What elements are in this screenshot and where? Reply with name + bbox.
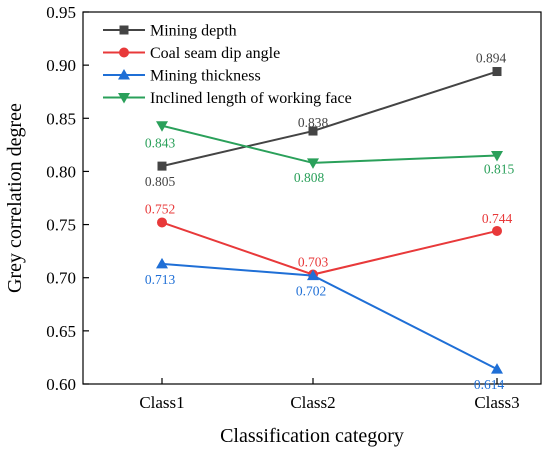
- y-tick-label: 0.65: [46, 322, 76, 341]
- data-point-marker: [308, 126, 318, 136]
- y-tick-label: 0.95: [46, 3, 76, 22]
- legend-item: Mining depth: [103, 23, 237, 40]
- data-point-marker: [492, 225, 502, 236]
- x-axis-title: Classification category: [220, 425, 404, 447]
- data-label: 0.815: [484, 161, 515, 176]
- data-point-marker: [491, 150, 503, 162]
- data-point-marker: [156, 121, 168, 132]
- legend-label: Coal seam dip angle: [150, 45, 280, 62]
- legend: Mining depth Coal seam dip angle Mining th…: [103, 23, 352, 107]
- data-label: 0.843: [145, 136, 176, 151]
- y-tick-label: 0.80: [46, 162, 76, 181]
- data-point-marker: [307, 269, 319, 281]
- data-label: 0.713: [145, 272, 176, 287]
- series-layer: 0.805 0.838 0.894 0.752 0.703 0.744 0.713 0.702…: [145, 51, 515, 393]
- series-inclined-length-of-working-face: 0.843 0.808 0.815: [145, 121, 515, 185]
- y-tick-label: 0.70: [46, 269, 76, 288]
- data-label: 0.614: [474, 377, 505, 392]
- data-point-marker: [492, 67, 502, 77]
- y-axis-title: Grey correlation degree: [4, 103, 26, 293]
- legend-marker: [119, 47, 129, 58]
- legend-marker: [118, 69, 130, 80]
- data-label: 0.838: [298, 115, 329, 130]
- y-tick-label: 0.60: [46, 375, 76, 394]
- data-label: 0.703: [298, 255, 329, 270]
- series-mining-depth: 0.805 0.838 0.894: [145, 51, 507, 190]
- y-tick-label: 0.75: [46, 216, 76, 235]
- y-tick-label: 0.90: [46, 56, 76, 75]
- series-line: [161, 70, 498, 168]
- series-mining-thickness: 0.713 0.702 0.614: [145, 257, 505, 392]
- data-label: 0.744: [482, 211, 513, 226]
- series-line: [161, 124, 498, 164]
- x-tick-label: Class2: [290, 393, 335, 412]
- data-point-marker: [491, 363, 503, 374]
- y-tick-label: 0.85: [46, 109, 76, 128]
- data-label: 0.808: [294, 170, 325, 185]
- x-tick-label: Class1: [139, 393, 184, 412]
- legend-item: Coal seam dip angle: [103, 45, 280, 62]
- y-axis: 0.60 0.65 0.70 0.75 0.80 0.85 0.90 0.95: [46, 3, 89, 394]
- legend-label: Mining depth: [150, 23, 237, 40]
- data-label: 0.805: [145, 174, 176, 189]
- x-tick-label: Class3: [474, 393, 519, 412]
- data-label: 0.894: [476, 51, 507, 66]
- legend-label: Inclined length of working face: [150, 90, 352, 107]
- series-line: [161, 221, 498, 276]
- plot-frame: [82, 11, 542, 385]
- series-line: [161, 262, 498, 371]
- data-label: 0.702: [296, 284, 326, 299]
- x-axis: Class1 Class2 Class3: [139, 378, 520, 412]
- data-label: 0.752: [145, 201, 175, 216]
- data-point-marker: [156, 257, 168, 269]
- legend-item: Inclined length of working face: [103, 90, 352, 107]
- legend-item: Mining thickness: [103, 68, 261, 85]
- data-point-marker: [157, 161, 167, 171]
- legend-marker: [119, 25, 129, 35]
- legend-label: Mining thickness: [150, 68, 261, 85]
- data-point-marker: [157, 217, 167, 228]
- data-point-marker: [307, 158, 319, 169]
- legend-marker: [118, 93, 130, 104]
